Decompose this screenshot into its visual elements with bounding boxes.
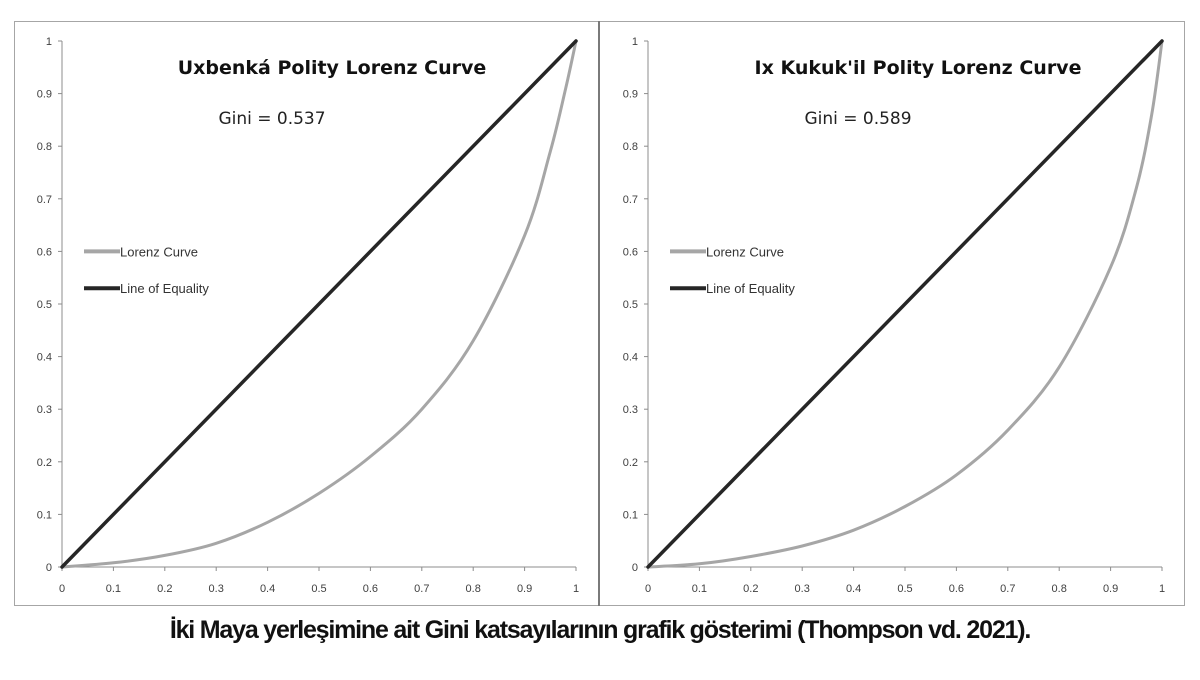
y-tick-label: 1 [632, 36, 638, 48]
x-tick-label: 0.6 [363, 583, 378, 595]
x-tick-label: 0.6 [949, 583, 964, 595]
y-tick-label: 0.2 [37, 457, 52, 469]
y-tick-label: 0.1 [37, 509, 52, 521]
y-tick-label: 0.5 [37, 299, 52, 311]
y-tick-label: 0.6 [623, 246, 638, 258]
x-tick-label: 0.4 [846, 583, 861, 595]
y-tick-label: 0.7 [37, 194, 52, 206]
y-tick-label: 0.2 [623, 457, 638, 469]
gini-annotation: Gini = 0.589 [804, 109, 911, 129]
x-tick-label: 0.9 [517, 583, 532, 595]
y-tick-label: 1 [46, 36, 52, 48]
legend-label: Line of Equality [706, 281, 795, 296]
legend: Lorenz Curve Line of Equality [84, 244, 209, 296]
x-tick-label: 0.5 [311, 583, 326, 595]
x-tick-label: 0.7 [1000, 583, 1015, 595]
x-tick-label: 1 [1159, 583, 1165, 595]
panel-divider [598, 21, 600, 606]
chart-title: Uxbenká Polity Lorenz Curve [178, 57, 487, 79]
x-tick-label: 0.3 [209, 583, 224, 595]
x-tick-label: 0.9 [1103, 583, 1118, 595]
x-tick-label: 0.5 [897, 583, 912, 595]
y-tick-label: 0.8 [37, 141, 52, 153]
chart-uxbenka-lorenz: 0 0.1 0.2 0.3 0.4 0.5 0.6 0.7 0.8 0.9 1 0 0.1 0.2 0.3 0… [37, 36, 579, 595]
x-tick-label: 0.1 [106, 583, 121, 595]
y-tick-label: 0.6 [37, 246, 52, 258]
x-tick-label: 1 [573, 583, 579, 595]
lorenz-curve-line [646, 39, 1164, 569]
legend-label: Line of Equality [120, 281, 209, 296]
y-tick-label: 0.9 [623, 89, 638, 101]
y-tick-label: 0 [632, 562, 638, 574]
lorenz-curve-line [60, 39, 578, 569]
figure-caption: İki Maya yerleşimine ait Gini katsayılar… [169, 616, 1031, 644]
legend-label: Lorenz Curve [120, 244, 198, 259]
equality-line [60, 39, 578, 569]
x-tick-label: 0.3 [795, 583, 810, 595]
y-tick-label: 0.3 [37, 404, 52, 416]
x-tick-label: 0.7 [414, 583, 429, 595]
legend: Lorenz Curve Line of Equality [670, 244, 795, 296]
y-tick-label: 0.5 [623, 299, 638, 311]
x-tick-label: 0 [645, 583, 651, 595]
x-tick-label: 0.8 [466, 583, 481, 595]
y-tick-label: 0.4 [623, 352, 638, 364]
y-tick-label: 0.1 [623, 509, 638, 521]
chart-ix-kukukil-lorenz: 0 0.1 0.2 0.3 0.4 0.5 0.6 0.7 0.8 0.9 1 0 0.1 0.2 0.3 0… [623, 36, 1165, 595]
y-tick-label: 0.9 [37, 89, 52, 101]
chart-title: Ix Kukuk'il Polity Lorenz Curve [755, 57, 1082, 79]
legend-label: Lorenz Curve [706, 244, 784, 259]
y-tick-label: 0 [46, 562, 52, 574]
gini-annotation: Gini = 0.537 [218, 109, 325, 129]
x-tick-label: 0.1 [692, 583, 707, 595]
x-tick-label: 0 [59, 583, 65, 595]
equality-line [646, 39, 1164, 569]
y-tick-label: 0.7 [623, 194, 638, 206]
y-tick-label: 0.4 [37, 352, 52, 364]
x-tick-label: 0.2 [157, 583, 172, 595]
y-tick-label: 0.3 [623, 404, 638, 416]
x-tick-label: 0.8 [1052, 583, 1067, 595]
y-tick-label: 0.8 [623, 141, 638, 153]
x-tick-label: 0.4 [260, 583, 275, 595]
x-tick-label: 0.2 [743, 583, 758, 595]
